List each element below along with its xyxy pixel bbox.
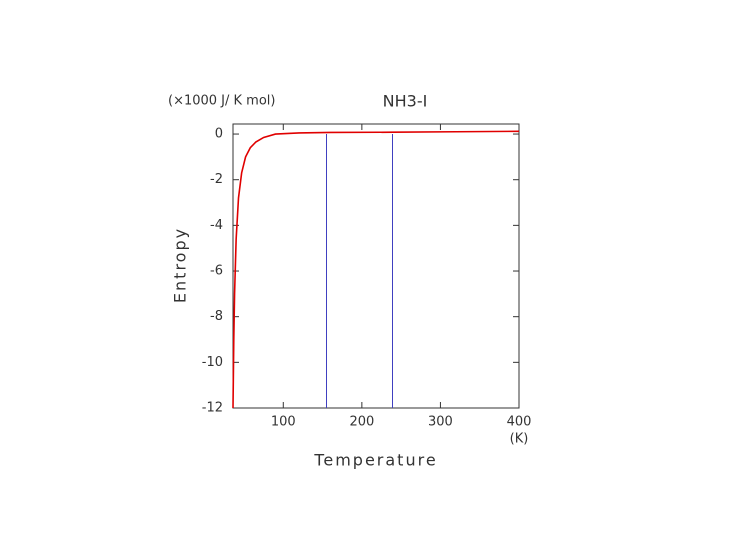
y-axis-label: Entropy [171,227,190,303]
y-tick-label: -2 [210,172,223,187]
x-tick-label: 100 [271,415,296,430]
x-unit-label: (K) [510,432,529,447]
plot-frame [232,123,520,409]
data-line [232,130,520,409]
y-tick-label: -6 [210,264,223,279]
y-tick-label: -8 [210,309,223,324]
y-tick-label: 0 [215,127,223,142]
y-unit-label: (×1000 J/ K mol) [168,94,276,109]
chart-title: NH3-I [383,92,428,111]
y-tick-label: -4 [210,218,223,233]
y-tick-label: -10 [202,355,223,370]
x-axis-label: Temperature [313,451,437,470]
x-tick-label: 300 [428,415,453,430]
y-tick-label: -12 [202,401,223,416]
x-tick-label: 200 [349,415,374,430]
x-tick-label: 400 [507,415,532,430]
